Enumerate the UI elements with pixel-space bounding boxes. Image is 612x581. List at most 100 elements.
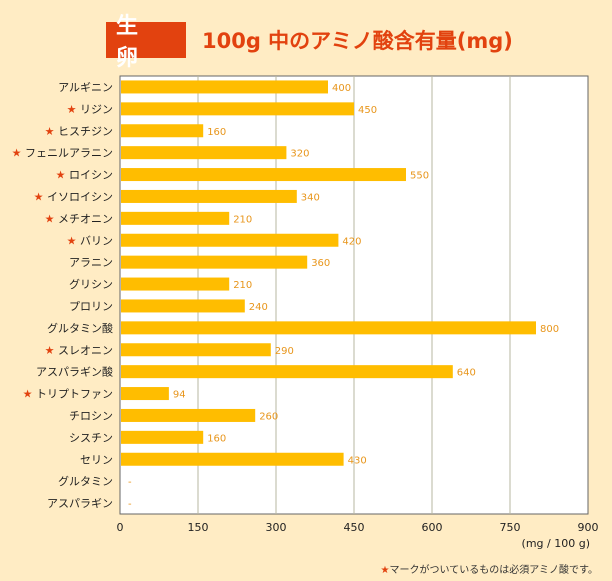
data-label: 160 [207, 433, 226, 444]
data-label: 420 [342, 236, 361, 247]
data-label: 320 [290, 149, 309, 160]
x-tick-label: 450 [344, 521, 365, 534]
data-label: 160 [207, 127, 226, 138]
bar [121, 299, 245, 313]
essential-star: ★ [67, 103, 80, 116]
category-label: プロリン [69, 300, 113, 313]
data-label: 210 [233, 214, 252, 225]
category-label: ★ スレオニン [45, 344, 113, 357]
title-badge: 生 卵 [106, 14, 186, 71]
category-label: ★ リジン [67, 103, 113, 116]
essential-star: ★ [56, 169, 69, 182]
bar [121, 168, 406, 182]
category-label: アルギニン [58, 81, 113, 94]
category-label: ★ トリプトファン [23, 388, 113, 401]
category-name: プロリン [69, 300, 113, 313]
category-name: フェニルアラニン [25, 147, 113, 160]
category-name: グルタミン酸 [47, 321, 113, 335]
category-label: セリン [80, 453, 113, 466]
essential-star: ★ [67, 234, 80, 247]
bar [121, 277, 230, 291]
category-name: スレオニン [58, 344, 113, 357]
unit-label: (mg / 100 g) [522, 537, 590, 550]
data-label: 800 [540, 324, 559, 335]
x-tick-label: 750 [500, 521, 521, 534]
category-name: バリン [80, 234, 113, 247]
category-name: アスパラギン酸 [36, 365, 113, 379]
footnote: ★マークがついているものは必須アミノ酸です。 [381, 561, 598, 576]
category-label: チロシン [69, 409, 113, 422]
category-name: アラニン [69, 256, 113, 269]
data-label: 430 [348, 455, 367, 466]
essential-star: ★ [45, 344, 58, 357]
data-label: 260 [259, 411, 278, 422]
data-label: - [128, 477, 132, 488]
x-tick-label: 0 [117, 521, 124, 534]
data-label: 94 [173, 390, 186, 401]
category-label: ★ イソロイシン [34, 190, 113, 203]
data-label: 240 [249, 302, 268, 313]
category-label: シスチン [69, 431, 113, 444]
category-name: グリシン [69, 277, 113, 291]
category-label: アスパラギン [47, 497, 113, 510]
bar [121, 365, 453, 379]
data-label: 450 [358, 105, 377, 116]
x-tick-label: 300 [266, 521, 287, 534]
category-name: イソロイシン [47, 190, 113, 203]
category-name: リジン [80, 103, 113, 116]
essential-star: ★ [45, 212, 58, 225]
category-label: ★ ロイシン [56, 169, 113, 182]
category-name: アルギニン [58, 81, 113, 94]
bar [121, 255, 308, 269]
x-tick-label: 600 [422, 521, 443, 534]
bar [121, 321, 536, 335]
data-label: 640 [457, 368, 476, 379]
category-name: ヒスチジン [58, 125, 113, 138]
bar [121, 124, 204, 138]
data-label: 210 [233, 280, 252, 291]
bar [121, 408, 256, 422]
essential-star: ★ [45, 125, 58, 138]
data-label: 400 [332, 83, 351, 94]
category-label: アラニン [69, 256, 113, 269]
category-name: メチオニン [58, 212, 113, 225]
data-label: 340 [301, 192, 320, 203]
category-name: アスパラギン [47, 497, 113, 510]
data-label: 360 [311, 258, 330, 269]
category-name: チロシン [69, 409, 113, 422]
essential-star: ★ [34, 190, 47, 203]
bar [121, 452, 344, 466]
bar [121, 211, 230, 225]
footnote-text: マークがついているものは必須アミノ酸です。 [389, 565, 599, 576]
x-tick-label: 150 [188, 521, 209, 534]
category-label: ★ フェニルアラニン [12, 147, 113, 160]
category-name: シスチン [69, 431, 113, 444]
data-label: 290 [275, 346, 294, 357]
bar [121, 146, 287, 160]
category-name: トリプトファン [36, 388, 113, 401]
category-label: グルタミン [58, 474, 113, 488]
bar [121, 102, 354, 116]
data-label: - [128, 499, 132, 510]
essential-star: ★ [12, 147, 25, 160]
data-label: 550 [410, 171, 429, 182]
category-label: アスパラギン酸 [36, 365, 113, 379]
x-tick-label: 900 [578, 521, 599, 534]
bar [121, 430, 204, 444]
category-label: グリシン [69, 277, 113, 291]
category-name: ロイシン [69, 169, 113, 182]
category-label: グルタミン酸 [47, 321, 113, 335]
bar [121, 343, 271, 357]
category-label: ★ ヒスチジン [45, 125, 113, 138]
category-name: セリン [80, 453, 113, 466]
essential-star: ★ [23, 388, 36, 401]
chart-title: 100g 中のアミノ酸含有量(mg) [202, 29, 513, 53]
category-name: グルタミン [58, 474, 113, 488]
bar [121, 189, 297, 203]
category-label: ★ バリン [67, 234, 113, 247]
category-label: ★ メチオニン [45, 212, 113, 225]
bar [121, 387, 169, 401]
bar [121, 80, 328, 94]
